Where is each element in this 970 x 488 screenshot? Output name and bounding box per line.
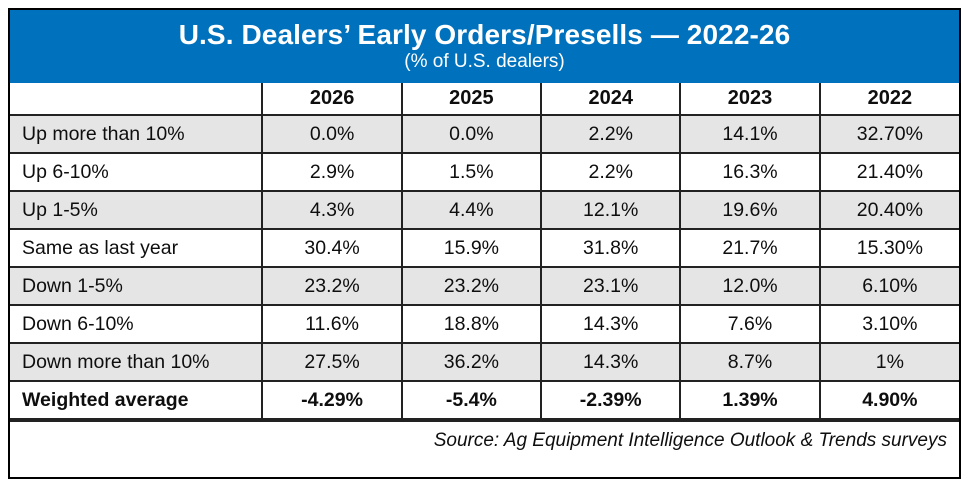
cell-value: 11.6% <box>261 304 403 345</box>
cell-value: 4.3% <box>261 190 403 231</box>
cell-value: 23.2% <box>261 266 403 307</box>
table-frame: U.S. Dealers’ Early Orders/Presells — 20… <box>8 8 961 479</box>
cell-value: 1.39% <box>679 380 821 421</box>
table-row: Up 6-10% 2.9% 1.5% 2.2% 16.3% 21.40% <box>10 152 959 193</box>
cell-value: 14.1% <box>679 114 821 155</box>
row-label: Down 6-10% <box>10 304 264 345</box>
cell-value: 23.1% <box>540 266 682 307</box>
source-note: Source: Ag Equipment Intelligence Outloo… <box>10 420 959 462</box>
table-row: Down 1-5% 23.2% 23.2% 23.1% 12.0% 6.10% <box>10 266 959 307</box>
cell-value: 21.7% <box>679 228 821 269</box>
cell-value: 7.6% <box>679 304 821 345</box>
table-header-band: U.S. Dealers’ Early Orders/Presells — 20… <box>10 10 959 84</box>
cell-value: 12.1% <box>540 190 682 231</box>
cell-value: 2.2% <box>540 114 682 155</box>
cell-value: -4.29% <box>261 380 403 421</box>
row-label: Up 1-5% <box>10 190 264 231</box>
row-label: Up more than 10% <box>10 114 264 155</box>
cell-value: 30.4% <box>261 228 403 269</box>
cell-value: 3.10% <box>818 304 959 345</box>
cell-value: -5.4% <box>400 380 543 421</box>
cell-value: 12.0% <box>679 266 821 307</box>
dealers-orders-table: 2026 2025 2024 2023 2022 Up more than 10… <box>10 83 959 421</box>
table-row: Down more than 10% 27.5% 36.2% 14.3% 8.7% 1% <box>10 342 959 383</box>
row-label: Down 1-5% <box>10 266 264 307</box>
table-row: Down 6-10% 11.6% 18.8% 14.3% 7.6% 3.10% <box>10 304 959 345</box>
cell-value: 18.8% <box>400 304 543 345</box>
cell-value: 14.3% <box>540 342 682 383</box>
column-header-row: 2026 2025 2024 2023 2022 <box>10 83 959 117</box>
cell-value: 1% <box>818 342 959 383</box>
cell-value: 8.7% <box>679 342 821 383</box>
table-title: U.S. Dealers’ Early Orders/Presells — 20… <box>178 19 791 50</box>
cell-value: -2.39% <box>540 380 682 421</box>
cell-value: 4.4% <box>400 190 543 231</box>
cell-value: 19.6% <box>679 190 821 231</box>
cell-value: 1.5% <box>400 152 543 193</box>
table-row: Same as last year 30.4% 15.9% 31.8% 21.7% 15.… <box>10 228 959 269</box>
cell-value: 15.30% <box>818 228 959 269</box>
row-label: Down more than 10% <box>10 342 264 383</box>
cell-value: 23.2% <box>400 266 543 307</box>
cell-value: 14.3% <box>540 304 682 345</box>
cell-value: 0.0% <box>400 114 543 155</box>
row-label: Up 6-10% <box>10 152 264 193</box>
cell-value: 20.40% <box>818 190 959 231</box>
column-header-2026: 2026 <box>261 83 403 117</box>
row-label: Same as last year <box>10 228 264 269</box>
cell-value: 27.5% <box>261 342 403 383</box>
table-row: Weighted average -4.29% -5.4% -2.39% 1.39% 4.… <box>10 380 959 421</box>
cell-value: 32.70% <box>818 114 959 155</box>
cell-value: 31.8% <box>540 228 682 269</box>
row-label-header <box>10 83 264 117</box>
table-subtitle: (% of U.S. dealers) <box>404 51 565 73</box>
cell-value: 6.10% <box>818 266 959 307</box>
cell-value: 0.0% <box>261 114 403 155</box>
table-row: Up 1-5% 4.3% 4.4% 12.1% 19.6% 20.40% <box>10 190 959 231</box>
cell-value: 21.40% <box>818 152 959 193</box>
column-header-2024: 2024 <box>540 83 682 117</box>
cell-value: 2.2% <box>540 152 682 193</box>
cell-value: 36.2% <box>400 342 543 383</box>
cell-value: 4.90% <box>818 380 959 421</box>
cell-value: 16.3% <box>679 152 821 193</box>
cell-value: 2.9% <box>261 152 403 193</box>
cell-value: 15.9% <box>400 228 543 269</box>
column-header-2025: 2025 <box>400 83 543 117</box>
table-row: Up more than 10% 0.0% 0.0% 2.2% 14.1% 32.70% <box>10 114 959 155</box>
row-label: Weighted average <box>10 380 264 421</box>
column-header-2023: 2023 <box>679 83 821 117</box>
column-header-2022: 2022 <box>818 83 959 117</box>
